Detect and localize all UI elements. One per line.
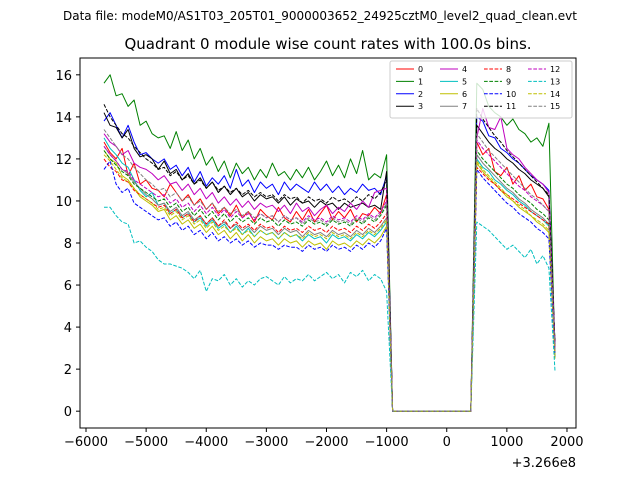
- series-line-module-14: [103, 154, 556, 412]
- y-tick-label: 14: [55, 111, 72, 126]
- legend-label-module-11: 11: [506, 102, 516, 111]
- y-tick-label: 6: [64, 279, 72, 294]
- legend-label-module-6: 6: [462, 90, 467, 99]
- legend-label-module-12: 12: [550, 65, 560, 74]
- axes-frame: [79, 57, 577, 429]
- y-tick-label: 10: [55, 195, 72, 210]
- legend-box: [389, 60, 573, 119]
- x-tick-label: −4000: [184, 435, 228, 450]
- y-tick-label: 8: [64, 237, 72, 252]
- x-tick-label: 0: [443, 435, 451, 450]
- series-line-module-11: [103, 104, 556, 412]
- y-tick-label: 0: [64, 405, 72, 420]
- legend-label-module-8: 8: [506, 65, 511, 74]
- chart-title: Quadrant 0 module wise count rates with …: [124, 35, 531, 53]
- series-line-module-12: [103, 139, 556, 412]
- legend-label-module-5: 5: [462, 77, 467, 86]
- legend-label-module-14: 14: [550, 90, 560, 99]
- x-tick-label: 2000: [550, 435, 583, 450]
- x-tick-label: −3000: [244, 435, 288, 450]
- legend-label-module-10: 10: [506, 90, 516, 99]
- legend-label-module-13: 13: [550, 77, 560, 86]
- series-line-module-3: [103, 112, 556, 412]
- legend-label-module-1: 1: [418, 77, 423, 86]
- series-line-module-15: [103, 129, 556, 412]
- x-tick-label: −5000: [124, 435, 168, 450]
- legend-label-module-4: 4: [462, 65, 467, 74]
- series-layer: [103, 74, 556, 412]
- legend-label-module-0: 0: [418, 65, 423, 74]
- series-line-module-4: [103, 108, 556, 412]
- x-axis-offset-label: +3.266e8: [512, 456, 576, 471]
- legend-label-module-9: 9: [506, 77, 511, 86]
- legend-label-module-15: 15: [550, 102, 560, 111]
- axis-ticks: −6000 −5000 −4000 −3000 −2000 −1000 0 1000 2000 0…: [55, 69, 583, 450]
- figure-suptitle: Data file: modeM0/AS1T03_205T01_90000036…: [63, 9, 577, 23]
- series-line-module-2: [103, 112, 556, 412]
- series-line-module-8: [103, 158, 556, 412]
- y-tick-label: 12: [55, 153, 72, 168]
- x-tick-label: −2000: [305, 435, 349, 450]
- series-line-module-7: [103, 146, 556, 412]
- x-tick-label: 1000: [490, 435, 523, 450]
- x-tick-label: −1000: [365, 435, 409, 450]
- series-line-module-9: [103, 150, 556, 412]
- x-tick-label: −6000: [64, 435, 108, 450]
- series-line-module-13: [104, 206, 556, 412]
- legend-label-module-3: 3: [418, 102, 423, 111]
- y-tick-label: 16: [55, 69, 72, 84]
- legend-label-module-2: 2: [418, 90, 423, 99]
- legend-label-module-7: 7: [462, 102, 467, 111]
- y-tick-label: 2: [64, 363, 72, 378]
- y-tick-label: 4: [64, 321, 72, 336]
- series-line-module-6: [103, 150, 556, 412]
